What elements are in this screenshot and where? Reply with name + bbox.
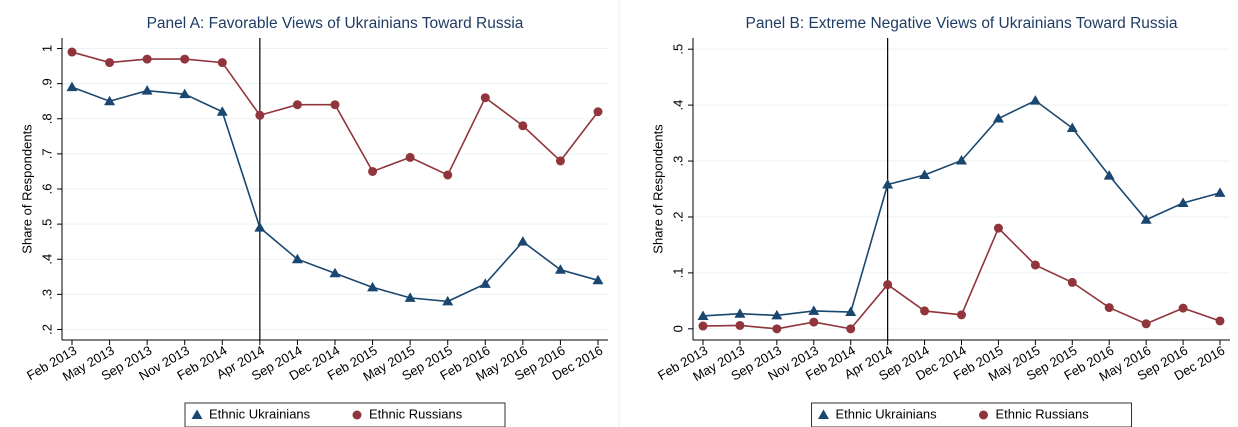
point-marker <box>1030 260 1040 270</box>
point-marker <box>1029 95 1041 105</box>
y-tick-label: .4 <box>670 100 685 111</box>
point-marker <box>992 113 1004 123</box>
point-marker <box>734 308 746 318</box>
point-marker <box>882 179 894 189</box>
y-tick-label: .2 <box>39 324 54 335</box>
legend-label: Ethnic Ukrainians <box>836 406 938 421</box>
y-axis-label: Share of Respondents <box>19 124 34 254</box>
point-marker <box>592 274 604 285</box>
point-marker <box>919 169 931 180</box>
point-marker <box>517 236 529 246</box>
point-marker <box>993 223 1003 233</box>
point-marker <box>404 292 416 302</box>
point-marker <box>330 100 340 110</box>
point-marker <box>255 110 265 120</box>
point-marker <box>66 81 78 92</box>
point-marker <box>772 324 782 334</box>
point-marker <box>367 281 379 292</box>
y-tick-label: .6 <box>39 184 54 195</box>
point-marker <box>405 152 415 162</box>
point-marker <box>179 88 191 99</box>
chart-title: Panel A: Favorable Views of Ukrainians T… <box>147 15 524 32</box>
point-marker <box>518 121 528 131</box>
legend-marker <box>979 410 988 420</box>
y-tick-label: .3 <box>39 289 54 300</box>
point-marker <box>329 267 341 278</box>
legend-label: Ethnic Ukrainians <box>209 406 311 421</box>
point-marker <box>809 317 819 327</box>
y-tick-label: .8 <box>39 113 54 124</box>
y-tick-label: .5 <box>670 44 685 55</box>
point-marker <box>216 106 228 116</box>
point-marker <box>105 58 115 68</box>
y-tick-label: .9 <box>39 78 54 89</box>
y-tick-label: .5 <box>39 219 54 230</box>
point-marker <box>808 305 820 315</box>
point-marker <box>254 222 266 232</box>
point-marker <box>1103 170 1115 180</box>
legend-marker <box>818 409 829 419</box>
point-marker <box>1177 197 1189 207</box>
point-marker <box>480 93 490 103</box>
point-marker <box>957 310 966 320</box>
chart-title: Panel B: Extreme Negative Views of Ukrai… <box>746 15 1178 32</box>
point-marker <box>1178 303 1188 313</box>
point-marker <box>141 85 153 95</box>
point-marker <box>291 253 303 264</box>
point-marker <box>846 324 856 334</box>
legend-marker <box>191 409 203 419</box>
series-line <box>71 51 599 177</box>
legend-label: Ethnic Russians <box>369 406 463 421</box>
y-tick-label: .3 <box>670 156 685 167</box>
point-marker <box>1214 187 1226 197</box>
point-marker <box>956 154 967 165</box>
legend-box <box>184 402 506 427</box>
y-tick-label: 1 <box>39 45 54 52</box>
y-tick-label: .4 <box>39 254 54 265</box>
point-marker <box>1140 214 1152 224</box>
point-marker <box>142 54 152 64</box>
point-marker <box>479 278 491 288</box>
point-marker <box>292 100 302 110</box>
point-marker <box>698 321 708 331</box>
point-marker <box>1066 122 1078 133</box>
y-tick-label: 0 <box>670 325 685 332</box>
point-marker <box>180 54 190 64</box>
legend-marker <box>352 410 362 420</box>
point-marker <box>554 264 566 274</box>
point-marker <box>1141 319 1151 329</box>
point-marker <box>697 310 709 320</box>
point-marker <box>771 309 783 320</box>
series-line <box>702 99 1221 317</box>
point-marker <box>104 95 116 106</box>
point-marker <box>593 107 603 117</box>
point-marker <box>735 320 745 330</box>
point-marker <box>555 156 565 166</box>
point-marker <box>1104 303 1114 313</box>
y-tick-label: .7 <box>39 148 54 159</box>
point-marker <box>67 47 77 57</box>
point-marker <box>442 295 454 306</box>
point-marker <box>845 306 857 317</box>
point-marker <box>1067 277 1077 287</box>
legend-box <box>811 402 1132 427</box>
point-marker <box>1215 316 1225 326</box>
point-marker <box>443 170 453 180</box>
point-marker <box>217 58 227 68</box>
y-axis-label: Share of Respondents <box>650 124 665 254</box>
point-marker <box>920 306 930 316</box>
y-tick-label: .2 <box>670 212 685 223</box>
y-tick-label: .1 <box>670 267 685 278</box>
point-marker <box>368 166 378 176</box>
point-marker <box>883 280 893 290</box>
legend-label: Ethnic Russians <box>996 406 1090 421</box>
